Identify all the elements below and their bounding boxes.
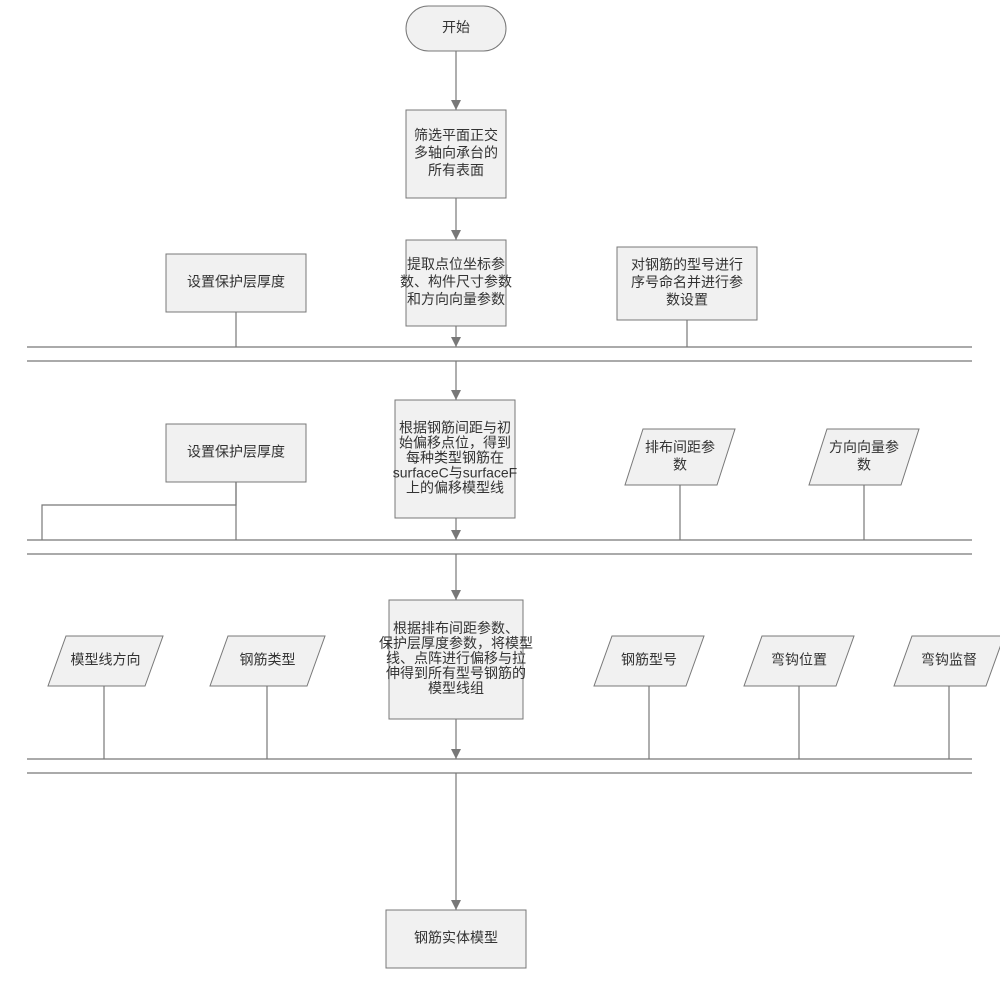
svg-text:钢筋实体模型: 钢筋实体模型	[414, 930, 498, 946]
svg-text:所有表面: 所有表面	[428, 162, 484, 178]
svg-text:数: 数	[673, 456, 687, 472]
svg-text:每种类型钢筋在: 每种类型钢筋在	[406, 450, 504, 466]
svg-text:弯钩监督: 弯钩监督	[921, 652, 977, 668]
svg-text:方向向量参: 方向向量参	[829, 439, 899, 455]
svg-text:提取点位坐标参: 提取点位坐标参	[407, 256, 505, 272]
svg-text:多轴向承台的: 多轴向承台的	[414, 145, 498, 161]
svg-text:对钢筋的型号进行: 对钢筋的型号进行	[631, 257, 743, 273]
svg-text:数设置: 数设置	[666, 292, 708, 308]
svg-text:伸得到所有型号钢筋的: 伸得到所有型号钢筋的	[386, 665, 526, 681]
svg-text:筛选平面正交: 筛选平面正交	[414, 127, 498, 143]
svg-text:开始: 开始	[442, 19, 470, 35]
svg-text:钢筋型号: 钢筋型号	[621, 652, 677, 668]
svg-text:设置保护层厚度: 设置保护层厚度	[187, 444, 285, 460]
svg-text:钢筋类型: 钢筋类型	[240, 652, 296, 668]
svg-text:序号命名并进行参: 序号命名并进行参	[631, 274, 743, 290]
svg-text:数: 数	[857, 456, 871, 472]
svg-text:模型线方向: 模型线方向	[71, 652, 141, 668]
flowchart-canvas: 开始筛选平面正交多轴向承台的所有表面设置保护层厚度 提取点位坐标参数、构件尺寸参数…	[0, 0, 1000, 995]
svg-text:排布间距参: 排布间距参	[645, 439, 715, 455]
svg-text:始偏移点位，得到: 始偏移点位，得到	[399, 435, 511, 451]
svg-text:surfaceC与surfaceF: surfaceC与surfaceF	[393, 465, 517, 481]
svg-text:和方向向量参数: 和方向向量参数	[407, 291, 505, 307]
svg-text:根据钢筋间距与初: 根据钢筋间距与初	[399, 420, 511, 436]
svg-text:线、点阵进行偏移与拉: 线、点阵进行偏移与拉	[386, 650, 526, 666]
svg-text:上的偏移模型线: 上的偏移模型线	[406, 480, 504, 496]
svg-text:弯钩位置: 弯钩位置	[771, 652, 827, 668]
svg-text:模型线组: 模型线组	[428, 680, 484, 696]
svg-text:保护层厚度参数，将模型: 保护层厚度参数，将模型	[379, 635, 533, 651]
svg-text:设置保护层厚度: 设置保护层厚度	[187, 274, 285, 290]
svg-text:根据排布间距参数、: 根据排布间距参数、	[393, 620, 519, 636]
svg-text:数、构件尺寸参数: 数、构件尺寸参数	[400, 274, 512, 290]
